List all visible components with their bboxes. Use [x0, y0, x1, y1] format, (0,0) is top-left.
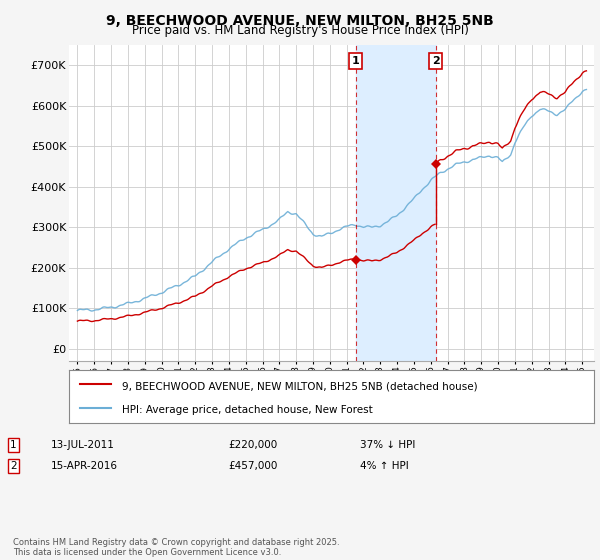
Text: 9, BEECHWOOD AVENUE, NEW MILTON, BH25 5NB (detached house): 9, BEECHWOOD AVENUE, NEW MILTON, BH25 5N…: [121, 381, 477, 391]
Text: 15-APR-2016: 15-APR-2016: [51, 461, 118, 471]
Text: HPI: Average price, detached house, New Forest: HPI: Average price, detached house, New …: [121, 405, 372, 415]
Text: 2: 2: [10, 461, 17, 471]
Text: 1: 1: [10, 440, 17, 450]
Text: 9, BEECHWOOD AVENUE, NEW MILTON, BH25 5NB: 9, BEECHWOOD AVENUE, NEW MILTON, BH25 5N…: [106, 14, 494, 28]
Text: 37% ↓ HPI: 37% ↓ HPI: [360, 440, 415, 450]
Text: £220,000: £220,000: [228, 440, 277, 450]
Text: 2: 2: [432, 56, 440, 66]
Text: 4% ↑ HPI: 4% ↑ HPI: [360, 461, 409, 471]
Text: 13-JUL-2011: 13-JUL-2011: [51, 440, 115, 450]
Text: £457,000: £457,000: [228, 461, 277, 471]
Text: 1: 1: [352, 56, 359, 66]
Bar: [356, 45, 436, 361]
Text: Contains HM Land Registry data © Crown copyright and database right 2025.
This d: Contains HM Land Registry data © Crown c…: [13, 538, 340, 557]
Text: Price paid vs. HM Land Registry's House Price Index (HPI): Price paid vs. HM Land Registry's House …: [131, 24, 469, 37]
